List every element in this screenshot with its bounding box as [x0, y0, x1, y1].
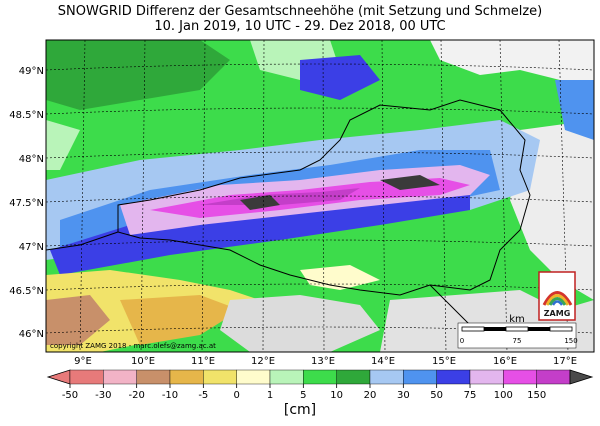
lat-label: 47.5°N — [9, 198, 44, 209]
colorbar-tick-label: -5 — [198, 390, 208, 401]
colorbar-tick-label: 30 — [397, 390, 410, 401]
colorbar-tick-label: 0 — [233, 390, 239, 401]
colorbar-tick-label: 50 — [430, 390, 443, 401]
snow-difference-field — [46, 40, 594, 352]
colorbar-tick-label: -10 — [162, 390, 178, 401]
lat-label: 46°N — [19, 329, 44, 340]
lon-label: 12°E — [251, 356, 275, 367]
colorbar-cell — [169, 369, 204, 385]
map-frame — [45, 39, 595, 353]
colorbar-tick-label: 1 — [267, 390, 273, 401]
colorbar-tick-label: 75 — [464, 390, 477, 401]
colorbar-cell — [436, 369, 471, 385]
colorbar-cell — [103, 369, 137, 385]
colorbar-cell — [469, 369, 504, 385]
colorbar-cell — [336, 369, 371, 385]
colorbar-cell — [136, 369, 171, 385]
colorbar-cell — [303, 369, 337, 385]
colorbar-tick-label: -50 — [62, 390, 78, 401]
map-subtitle: 10. Jan 2019, 10 UTC - 29. Dez 2018, 00 … — [154, 19, 446, 34]
lon-label: 13°E — [311, 356, 335, 367]
lon-label: 10°E — [131, 356, 155, 367]
scale-tick: 150 — [564, 337, 577, 345]
colorbar-cell — [236, 369, 271, 385]
colorbar: -50 -30 -20 -10 -5 0 1 5 10 20 30 50 75 100 150 — [46, 369, 594, 401]
colorbar-tick-label: 150 — [527, 390, 546, 401]
colorbar-tick-label: 10 — [330, 390, 343, 401]
colorbar-cell — [536, 369, 571, 385]
colorbar-tick-label: 100 — [494, 390, 513, 401]
colorbar-cell — [503, 369, 537, 385]
lat-label: 46.5°N — [9, 286, 44, 297]
colorbar-unit: [cm] — [283, 402, 317, 418]
scale-unit: km — [509, 314, 525, 325]
map-title: SNOWGRID Differenz der Gesamtschneehöhe … — [57, 4, 543, 19]
scale-bar: km 0 75 150 — [457, 314, 578, 349]
logo-text: ZAMG — [544, 309, 571, 318]
scale-tick: 0 — [460, 337, 464, 345]
colorbar-cell — [403, 369, 437, 385]
colorbar-tick-label: -30 — [95, 390, 111, 401]
scale-tick: 75 — [513, 337, 522, 345]
colorbar-cell — [203, 369, 237, 385]
lon-label: 11°E — [191, 356, 215, 367]
colorbar-tick-label: 20 — [364, 390, 377, 401]
lat-label: 48°N — [19, 154, 44, 165]
lon-label: 14°E — [371, 356, 395, 367]
colorbar-cell — [69, 369, 104, 385]
lon-label: 16°E — [493, 356, 517, 367]
lat-label: 48.5°N — [9, 110, 44, 121]
lat-label: 49°N — [19, 66, 44, 77]
zamg-logo: ZAMG — [538, 271, 576, 321]
colorbar-cell — [269, 369, 304, 385]
colorbar-tick-label: -20 — [128, 390, 144, 401]
copyright-text: copyright ZAMG 2018 - marc.olefs@zamg.ac… — [50, 342, 216, 350]
lon-label: 17°E — [553, 356, 577, 367]
lon-label: 15°E — [432, 356, 456, 367]
lat-label: 47°N — [19, 242, 44, 253]
colorbar-tick-label: 5 — [300, 390, 306, 401]
colorbar-cell — [369, 369, 404, 385]
lon-label: 9°E — [74, 356, 92, 367]
